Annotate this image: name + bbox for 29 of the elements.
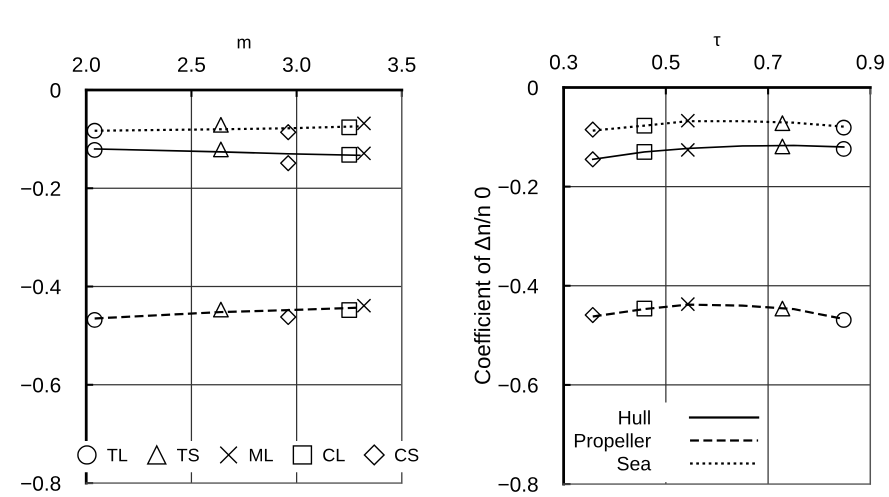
y-tick-label: −0.6 [21,378,60,393]
y-axis-title: Coefficient of Δn/n 0 [474,187,490,384]
legend-label: CL [323,448,345,462]
x-tick-label: 3.5 [388,57,416,72]
legend-label: ML [250,448,273,462]
legend-label: CS [395,448,418,462]
y-tick-label: 0 [50,82,60,98]
legend-label: TL [107,448,128,462]
x-tick-label: 0.5 [652,54,680,70]
x-tick-label: 3.0 [282,57,310,72]
legend-label: Propeller [574,433,651,452]
legend-label: TS [177,448,199,462]
y-tick-label: −0.2 [21,181,60,196]
legend-label: Hull [619,410,650,425]
y-tick-label: 0 [528,80,538,96]
y-tick-label: −0.8 [498,477,538,492]
y-tick-label: −0.4 [21,280,61,294]
x-tick-label: 2.0 [72,57,100,72]
x-tick-label: 0.3 [550,54,578,70]
y-tick-label: −0.4 [498,278,538,294]
y-tick-label: −0.6 [498,378,538,393]
y-tick-label: −0.2 [498,180,538,194]
x-tick-label: 0.7 [754,54,782,70]
y-tick-label: −0.8 [21,476,60,491]
x-axis-title: m [238,38,250,48]
legend-label: Sea [617,456,652,471]
x-tick-label: 0.9 [856,54,884,70]
x-axis-title: τ [714,36,720,46]
x-tick-label: 2.5 [178,57,206,72]
